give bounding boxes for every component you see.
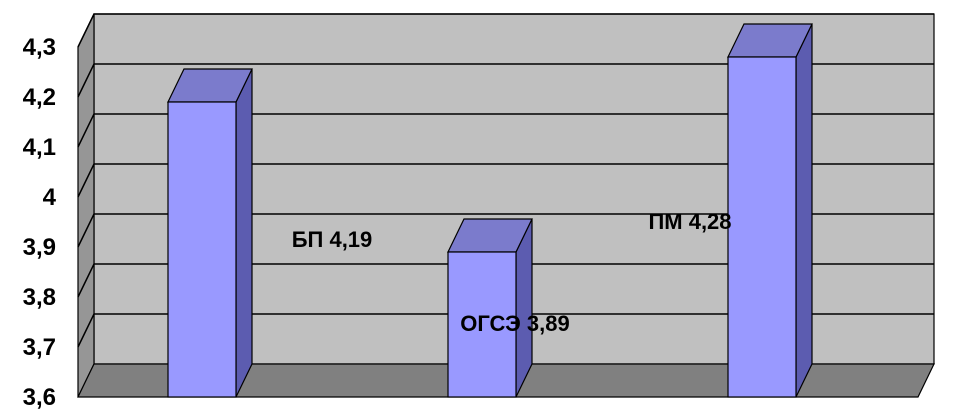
gridline bbox=[77, 163, 934, 198]
bar bbox=[727, 23, 813, 398]
y-tick-label: 3,6 bbox=[23, 384, 56, 410]
y-tick-label: 3,7 bbox=[23, 334, 56, 361]
y-tick-label: 4 bbox=[43, 184, 57, 211]
data-label: ОГСЭ 3,89 bbox=[460, 311, 569, 336]
y-tick-label: 4,2 bbox=[23, 84, 56, 111]
gridline bbox=[77, 13, 934, 48]
side-wall bbox=[77, 13, 95, 398]
gridline bbox=[77, 63, 934, 98]
y-axis-tick-labels: 3,6 3,7 3,8 3,9 4 4,1 4,2 4,3 bbox=[23, 34, 57, 410]
data-label: БП 4,19 bbox=[292, 227, 373, 252]
y-tick-label: 3,8 bbox=[23, 284, 56, 311]
bar-side bbox=[795, 23, 813, 398]
gridline bbox=[77, 213, 934, 248]
y-tick-label: 4,1 bbox=[23, 134, 56, 161]
data-label: ПМ 4,28 bbox=[648, 209, 731, 234]
gridline bbox=[77, 313, 934, 348]
y-tick-label: 4,3 bbox=[23, 34, 56, 61]
bar-front bbox=[727, 56, 797, 398]
bar bbox=[447, 218, 533, 398]
y-tick-label: 3,9 bbox=[23, 234, 56, 261]
gridline bbox=[77, 263, 934, 298]
bar-side bbox=[235, 68, 253, 398]
bar-front bbox=[447, 251, 517, 398]
data-labels: БП 4,19 ОГСЭ 3,89 ПМ 4,28 bbox=[292, 209, 732, 336]
bars bbox=[167, 23, 813, 398]
bar bbox=[167, 68, 253, 398]
gridlines bbox=[77, 13, 934, 348]
gridline bbox=[77, 113, 934, 148]
bar-front bbox=[167, 101, 237, 398]
